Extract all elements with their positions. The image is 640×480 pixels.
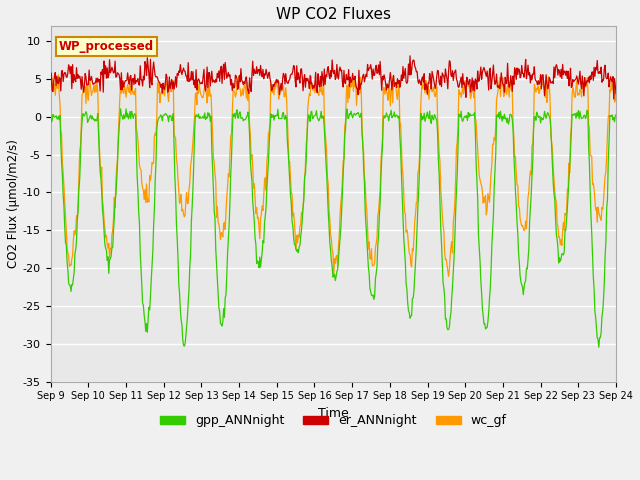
wc_gf [173, 161, 181, 167]
er_ANNnight [403, 79, 410, 85]
wc_gf [445, 274, 452, 279]
Legend: gpp_ANNnight, er_ANNnight, wc_gf: gpp_ANNnight, er_ANNnight, wc_gf [155, 409, 511, 432]
er_ANNnight [57, 88, 65, 94]
gpp_ANNnight [612, 112, 620, 118]
gpp_ANNnight [420, 116, 428, 122]
Text: WP_processed: WP_processed [59, 40, 154, 53]
Y-axis label: CO2 Flux (μmol/m2/s): CO2 Flux (μmol/m2/s) [7, 139, 20, 268]
er_ANNnight [406, 53, 414, 59]
wc_gf [403, 227, 411, 233]
er_ANNnight [420, 79, 428, 85]
gpp_ANNnight [403, 287, 411, 292]
er_ANNnight [115, 72, 123, 77]
er_ANNnight [47, 83, 54, 88]
X-axis label: Time: Time [318, 407, 349, 420]
wc_gf [420, 77, 428, 83]
wc_gf [47, 94, 54, 99]
Title: WP CO2 Fluxes: WP CO2 Fluxes [276, 7, 391, 22]
gpp_ANNnight [116, 106, 124, 112]
wc_gf [116, 96, 124, 102]
wc_gf [612, 98, 620, 104]
gpp_ANNnight [115, 127, 123, 133]
wc_gf [54, 72, 62, 78]
gpp_ANNnight [595, 344, 603, 350]
Line: wc_gf: wc_gf [51, 75, 616, 276]
er_ANNnight [173, 84, 180, 90]
gpp_ANNnight [47, 113, 54, 119]
wc_gf [58, 132, 65, 137]
gpp_ANNnight [57, 141, 65, 146]
Line: gpp_ANNnight: gpp_ANNnight [51, 109, 616, 347]
gpp_ANNnight [204, 115, 211, 121]
er_ANNnight [610, 96, 618, 102]
er_ANNnight [612, 91, 620, 96]
er_ANNnight [202, 80, 210, 86]
Line: er_ANNnight: er_ANNnight [51, 56, 616, 99]
wc_gf [204, 100, 211, 106]
gpp_ANNnight [173, 236, 181, 242]
